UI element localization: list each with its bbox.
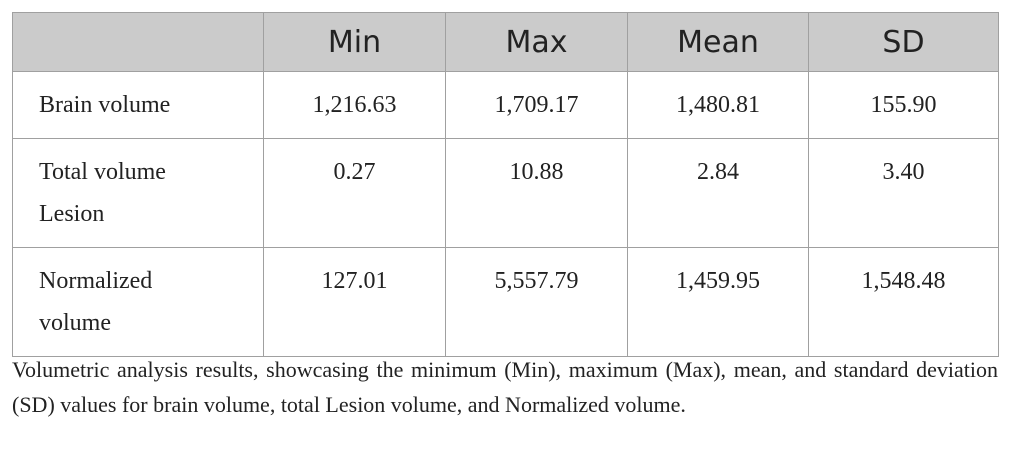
column-header: Max (445, 12, 628, 72)
row-label: Normalized volume (39, 268, 153, 336)
value-cell: 10.88 (445, 138, 628, 248)
header-row: Min Max Mean SD (12, 12, 999, 72)
table-row: Normalized volume 127.01 5,557.79 1,459.95 1… (12, 247, 999, 357)
row-label: Brain volume (39, 92, 171, 118)
caption: Volumetric analysis results, showcasing … (12, 357, 998, 417)
row-label-cell: Brain volume (12, 71, 264, 139)
value-cell: 3.40 (808, 138, 999, 248)
value-cell: 0.27 (263, 138, 446, 248)
corner-cell (12, 12, 264, 72)
results-table: Min Max Mean SD Brain volume 1,216.63 1,709.1… (12, 12, 999, 357)
value-cell: 1,709.17 (445, 71, 628, 139)
table-row: Brain volume 1,216.63 1,709.17 1,480.81 155.… (12, 71, 999, 139)
value-cell: 155.90 (808, 71, 999, 139)
value-cell: 1,480.81 (627, 71, 809, 139)
value-cell: 127.01 (263, 247, 446, 357)
value-cell: 5,557.79 (445, 247, 628, 357)
row-label: Total volume Lesion (39, 159, 166, 227)
value-cell: 1,548.48 (808, 247, 999, 357)
column-header: Min (263, 12, 446, 72)
column-header: Mean (627, 12, 809, 72)
column-header: SD (808, 12, 999, 72)
row-label-cell: Total volume Lesion (12, 138, 264, 248)
table-row: Total volume Lesion 0.27 10.88 2.84 3.40 (12, 138, 999, 248)
value-cell: 2.84 (627, 138, 809, 248)
value-cell: 1,216.63 (263, 71, 446, 139)
value-cell: 1,459.95 (627, 247, 809, 357)
row-label-cell: Normalized volume (12, 247, 264, 357)
